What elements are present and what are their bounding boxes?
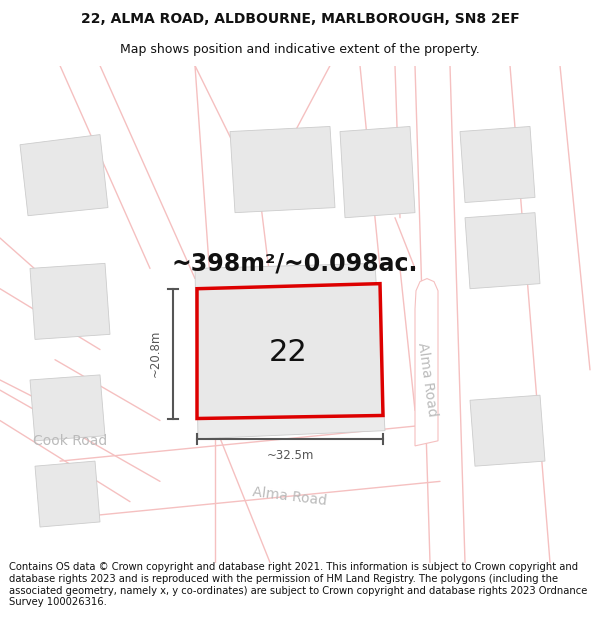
Text: ~20.8m: ~20.8m: [149, 330, 161, 378]
Polygon shape: [197, 284, 383, 419]
Polygon shape: [20, 134, 108, 216]
Polygon shape: [340, 126, 415, 218]
Polygon shape: [465, 213, 540, 289]
Text: ~32.5m: ~32.5m: [266, 449, 314, 461]
Polygon shape: [415, 279, 438, 446]
Polygon shape: [30, 263, 110, 339]
Polygon shape: [35, 461, 100, 527]
Polygon shape: [30, 375, 105, 441]
Text: Alma Road: Alma Road: [252, 485, 328, 508]
Text: Alma Road: Alma Road: [415, 342, 439, 418]
Polygon shape: [460, 126, 535, 202]
Text: Contains OS data © Crown copyright and database right 2021. This information is : Contains OS data © Crown copyright and d…: [9, 562, 587, 608]
Text: Cook Road: Cook Road: [33, 434, 107, 448]
Polygon shape: [195, 263, 385, 439]
Polygon shape: [470, 395, 545, 466]
Text: Map shows position and indicative extent of the property.: Map shows position and indicative extent…: [120, 44, 480, 56]
Text: 22: 22: [269, 338, 307, 367]
Text: 22, ALMA ROAD, ALDBOURNE, MARLBOROUGH, SN8 2EF: 22, ALMA ROAD, ALDBOURNE, MARLBOROUGH, S…: [80, 12, 520, 26]
Polygon shape: [230, 126, 335, 213]
Text: ~398m²/~0.098ac.: ~398m²/~0.098ac.: [172, 251, 418, 276]
